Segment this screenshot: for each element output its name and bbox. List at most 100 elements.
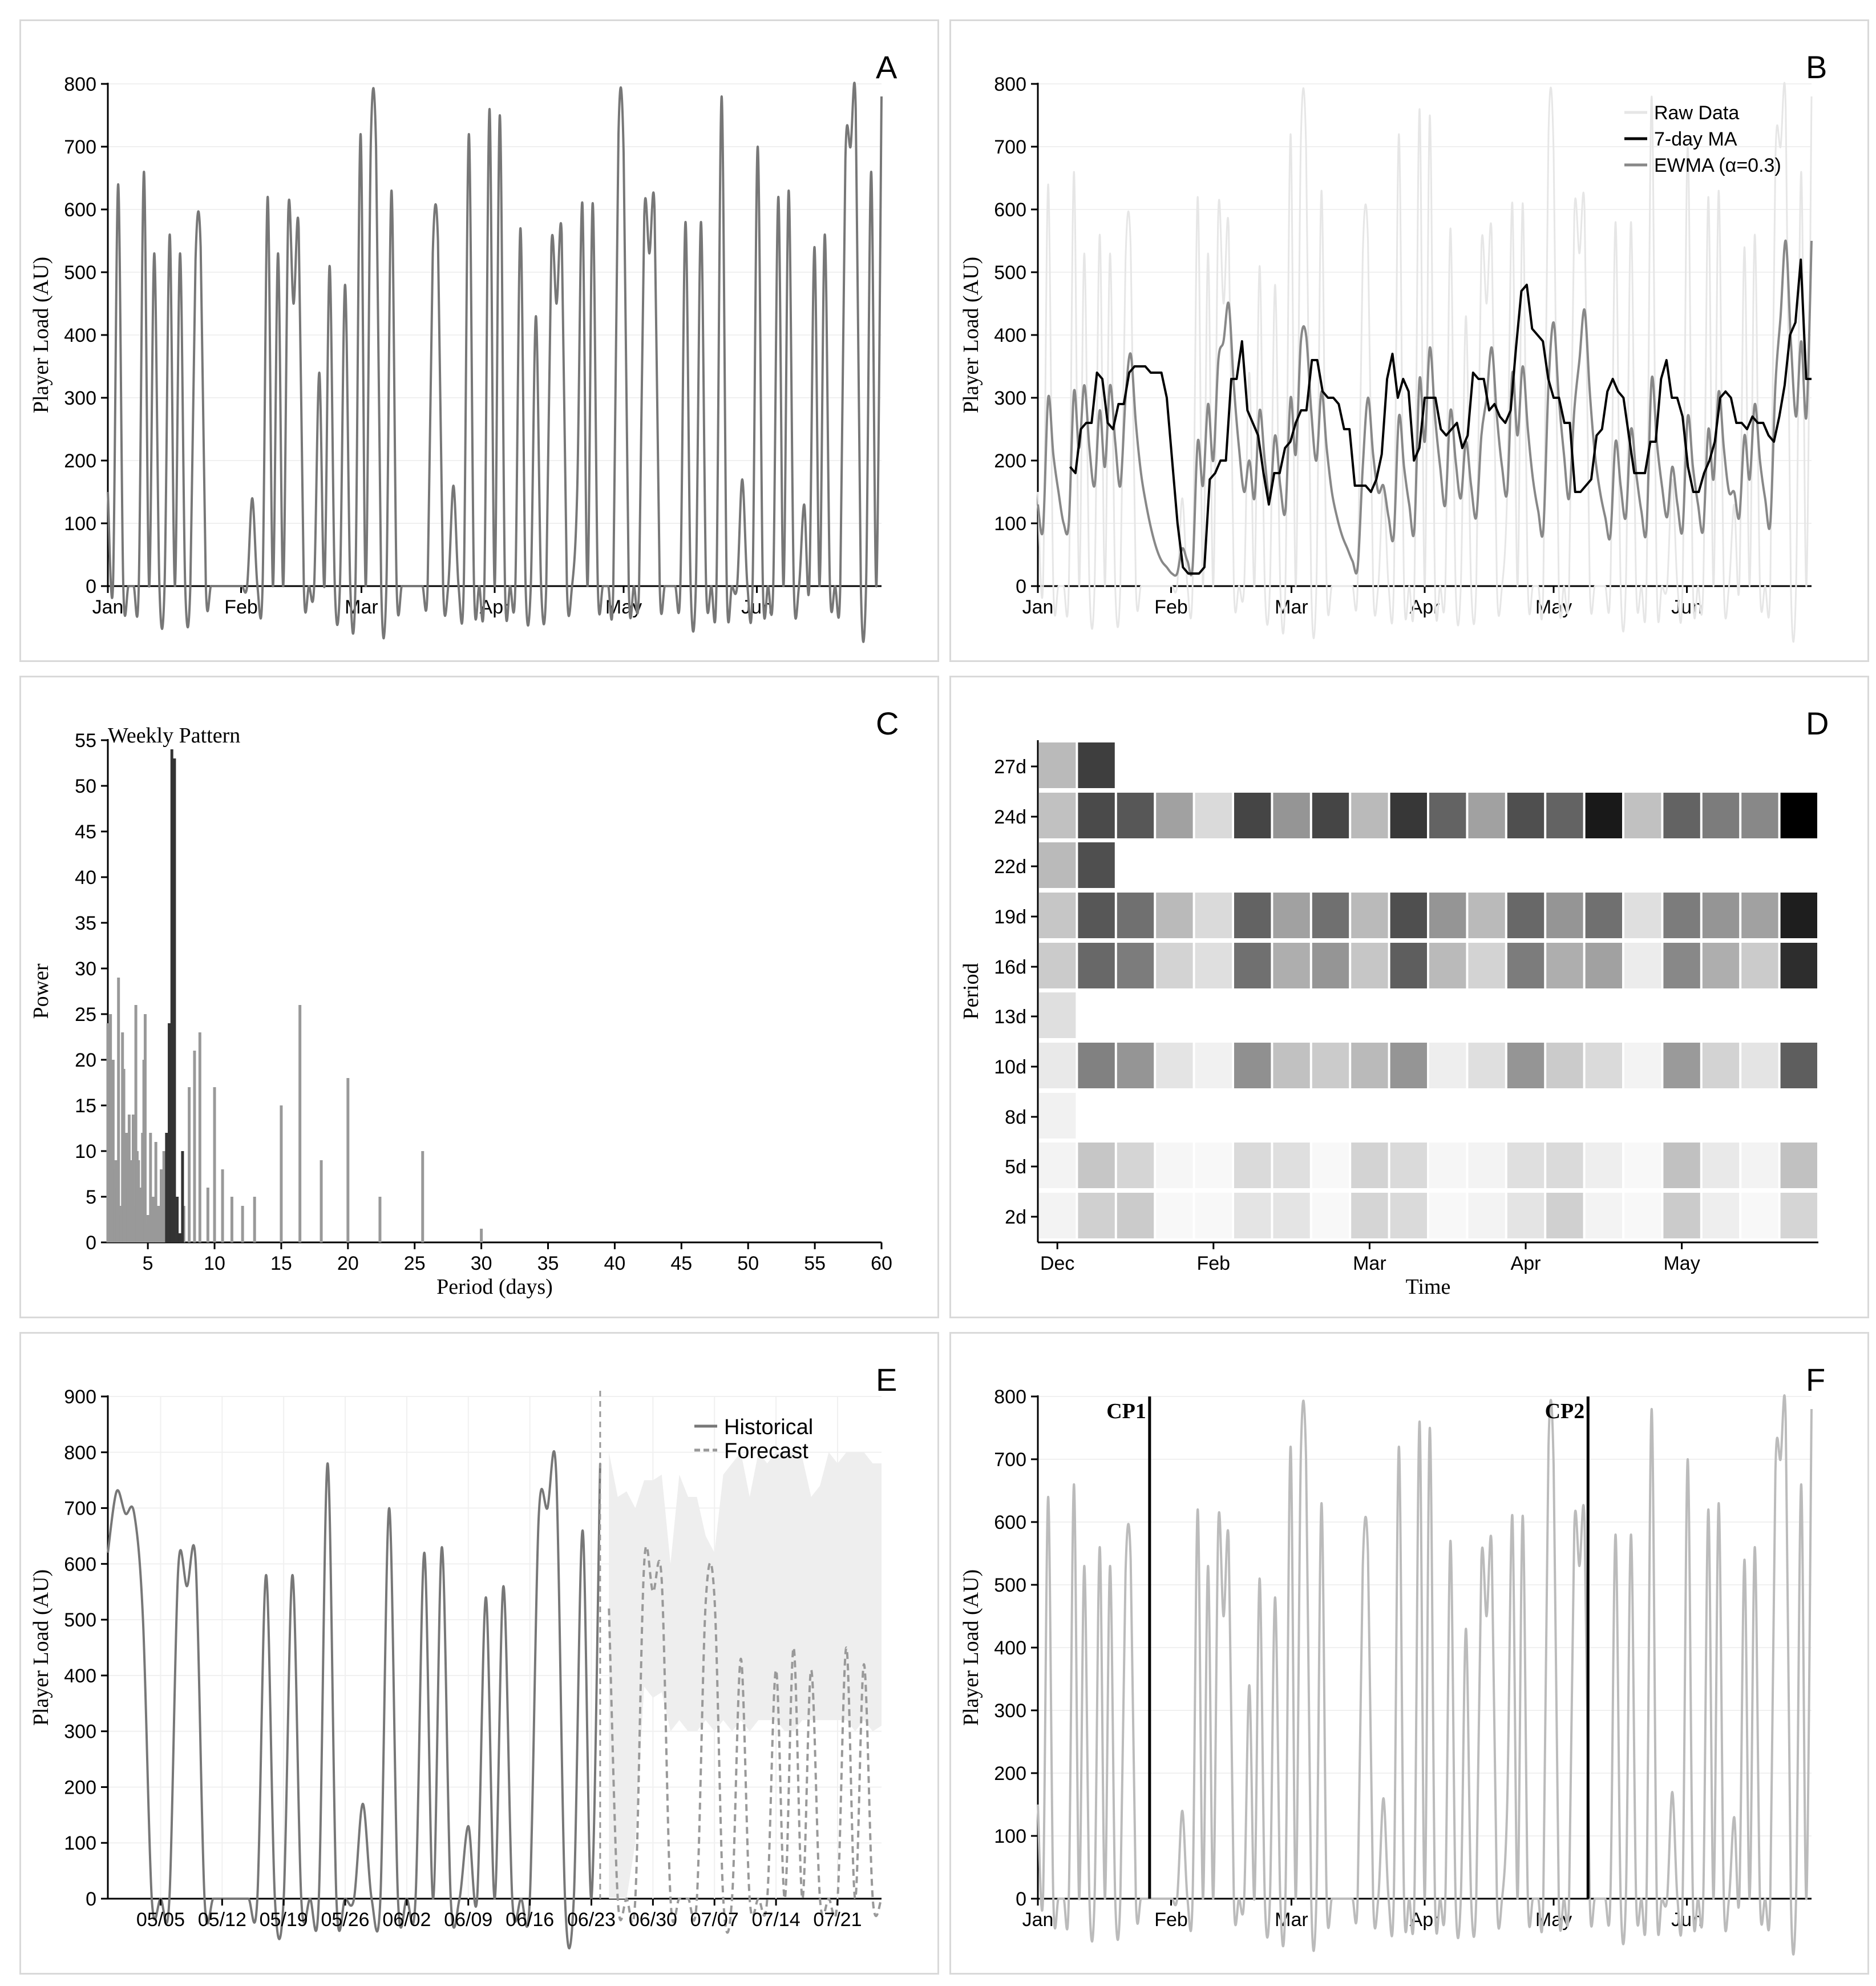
y-tick-label: 300 [64,1721,96,1743]
series-line-ewma [1037,239,1813,577]
y-tick-label: 600 [64,199,96,221]
bar [149,1133,152,1242]
panel-label-e: E [876,1362,897,1398]
heatmap-cell [1663,1193,1700,1238]
heatmap-cell [1039,943,1076,988]
bar [193,1051,196,1242]
legend-label: 7-day MA [1654,128,1737,150]
bar [421,1151,424,1242]
y-tick-label: 35 [75,913,96,934]
heatmap-cell [1507,943,1545,988]
y-tick-label: 800 [64,1442,96,1464]
bar [221,1169,224,1242]
heatmap-cell [1780,1043,1817,1088]
x-tick-label: Apr [1511,1253,1541,1274]
panel-e: 0 100 200 300 400 500 600 700 800 900 Player Load … [19,1332,939,1975]
heatmap-cell [1351,1143,1388,1188]
heatmap-cell [1585,1043,1622,1088]
heatmap-cell [1390,1143,1427,1188]
heatmap-cell [1390,1193,1427,1238]
heatmap-cell [1273,1193,1310,1238]
heatmap-cell [1468,1193,1505,1238]
y-tick-label: 400 [994,325,1026,346]
heatmap-cell [1351,893,1388,938]
x-tick-label: 35 [537,1253,559,1274]
heatmap-cell [1429,943,1466,988]
heatmap-cell [1234,893,1271,938]
panel-label-f: F [1806,1362,1826,1398]
heatmap-cell [1702,943,1740,988]
heatmap-cell [1273,1143,1310,1188]
y-tick-label: 10 [75,1141,96,1162]
y-tick-label: 0 [86,1232,96,1254]
heatmap-cell [1780,943,1817,988]
series-line-7-day-ma [1069,259,1812,575]
heatmap-cell [1546,893,1583,938]
heatmap-cell [1429,1043,1466,1088]
heatmap-cell [1468,793,1505,838]
heatmap-cell [1702,893,1740,938]
series-line-player-load [1037,1394,1813,1956]
heatmap-cell [1468,893,1505,938]
bar [378,1197,382,1242]
x-tick-label: Feb [224,596,258,618]
x-axis-title: Period (days) [436,1275,553,1299]
heatmap-cell [1468,1043,1505,1088]
heatmap-cell [1039,1193,1076,1238]
bar [111,1060,115,1242]
annotation-weekly-pattern: Weekly Pattern [108,724,240,748]
panel-a: 0 100 200 300 400 500 600 700 800 Player Load (AU… [19,19,939,662]
heatmap-cell [1078,1193,1115,1238]
heatmap-cell [1312,1143,1349,1188]
heatmap-cell [1312,1043,1349,1088]
heatmap-cell [1507,1143,1545,1188]
x-tick-label: Dec [1040,1253,1074,1274]
x-tick-label: 06/02 [382,1909,431,1931]
bar [154,1142,157,1242]
x-tick-label: May [1663,1253,1700,1274]
heatmap-cell [1663,793,1700,838]
y-tick-label: 100 [994,1826,1026,1847]
heatmap-cell [1546,1193,1583,1238]
heatmap-cell [1312,1193,1349,1238]
heatmap-cell [1195,1143,1232,1188]
heatmap-cell [1195,793,1232,838]
y-tick-label: 0 [1016,576,1026,598]
x-axis-title: Time [1406,1275,1451,1299]
chart-e: 0 100 200 300 400 500 600 700 800 900 Player Load … [29,1386,883,1949]
y-tick-label: 800 [994,74,1026,95]
heatmap-cell [1117,1043,1154,1088]
heatmap-cell [1156,793,1193,838]
heatmap-cell [1273,793,1310,838]
bar [117,978,120,1242]
x-tick-label: 25 [404,1253,426,1274]
heatmap-cell [1312,793,1349,838]
y-axis-title: Player Load (AU) [959,1569,983,1726]
heatmap-cell [1702,1193,1740,1238]
heatmap-cell [1429,893,1466,938]
heatmap-cell [1078,943,1115,988]
bar [168,1023,171,1242]
heatmap-cell [1156,893,1193,938]
heatmap-cell [1078,1043,1115,1088]
heatmap-cell [1507,893,1545,938]
y-tick-label: 300 [64,387,96,409]
y-tick-label: 700 [994,1449,1026,1471]
y-tick-label: 0 [86,1888,96,1910]
bar [346,1078,350,1242]
heatmap-cell [1195,893,1232,938]
heatmap-cell [1663,1043,1700,1088]
heatmap-cell [1234,943,1271,988]
heatmap-cell [1039,793,1076,838]
heatmap-cell [1702,1143,1740,1188]
y-tick-label: 200 [64,1777,96,1798]
y-tick-label: 100 [64,513,96,535]
panel-label-a: A [876,49,897,85]
heatmap-cell [1741,1143,1778,1188]
x-tick-label: Jun [1671,596,1703,618]
bar [157,1206,160,1242]
heatmap-cell [1039,1043,1076,1088]
x-tick-label: 55 [804,1253,826,1274]
heatmap-cell [1546,793,1583,838]
bar [162,1151,165,1242]
